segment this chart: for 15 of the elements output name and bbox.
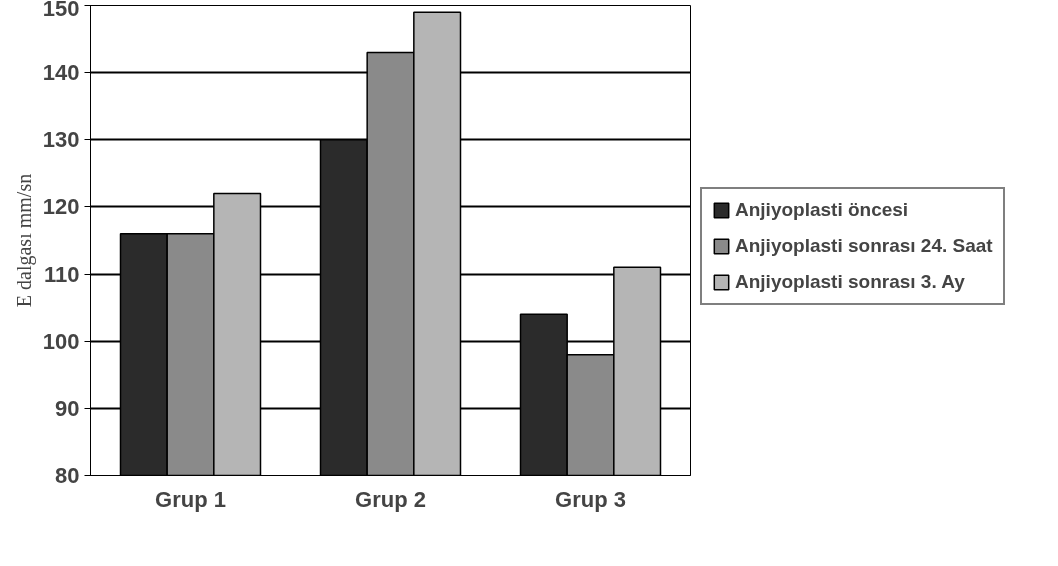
- y-tick-label: 130: [42, 127, 80, 153]
- x-tick-label: Grup 2: [355, 486, 426, 512]
- legend-label: Anjiyoplasti sonrası 3. Ay: [735, 271, 965, 293]
- legend-label: Anjiyoplasti öncesi: [735, 199, 909, 221]
- y-tick-label: 100: [42, 328, 80, 354]
- y-tick-label: 140: [42, 60, 80, 86]
- y-tick-label: 110: [44, 261, 80, 287]
- x-tick-label: Grup 1: [155, 486, 226, 512]
- y-axis-title: E dalgası mm/sn: [12, 173, 36, 308]
- y-tick-label: 90: [55, 395, 80, 421]
- y-tick-label: 150: [42, 0, 80, 21]
- y-tick-label: 80: [55, 463, 80, 488]
- y-tick-label: 120: [42, 194, 80, 220]
- x-tick-label: Grup 3: [555, 486, 626, 512]
- legend-label: Anjiyoplasti sonrası 24. Saat: [735, 235, 993, 257]
